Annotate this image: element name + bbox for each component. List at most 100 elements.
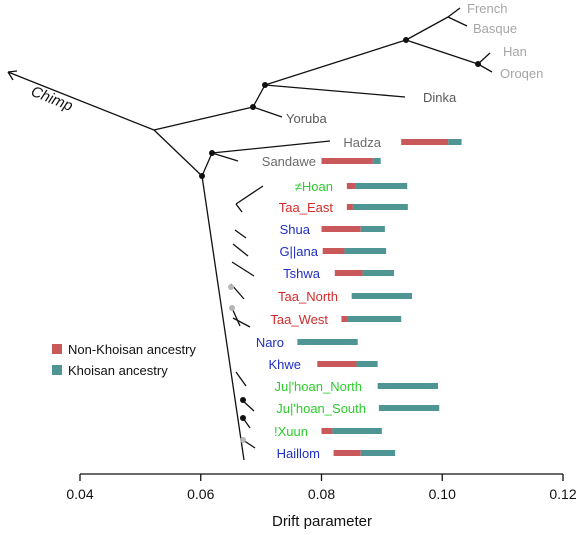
tree-branch-khoisan-h xyxy=(235,371,247,387)
population-label: Taa_West xyxy=(270,312,328,327)
bar-khoisan xyxy=(372,158,381,164)
tree-branch-eurasia-split xyxy=(405,16,449,41)
legend-label-khoisan: Khoisan ancestry xyxy=(68,363,168,378)
bar-khoisan xyxy=(377,383,439,389)
bar-non-khoisan xyxy=(401,139,449,145)
x-tick-label: 0.08 xyxy=(308,486,335,502)
tree-branch-yoruba-node xyxy=(252,84,266,108)
bar-non-khoisan xyxy=(334,270,363,276)
tree-branch-khoisan-a xyxy=(235,203,243,213)
population-label: Ju|'hoan_South xyxy=(276,401,366,416)
chimp-arrow-icon xyxy=(7,70,18,81)
tree-branch-dinka-leaf xyxy=(264,84,406,98)
bar-khoisan xyxy=(351,293,413,299)
bar-non-khoisan xyxy=(321,158,373,164)
tree-node xyxy=(403,37,409,43)
tree-node xyxy=(209,150,215,156)
tree-branch-hadza-node xyxy=(201,152,213,177)
bar-khoisan xyxy=(297,339,358,345)
population-rows: Hadza Sandawe ≠Hoan Taa_East Shua G||ana Tshwa… xyxy=(256,135,462,461)
tree-node xyxy=(240,397,246,403)
tree-branch-khoisan-g xyxy=(232,317,251,328)
bar-non-khoisan xyxy=(333,450,361,456)
tree-node-admixture xyxy=(240,437,246,443)
tree-branch-khoisan-c xyxy=(232,243,249,257)
bar-khoisan xyxy=(448,139,462,145)
bar-khoisan xyxy=(356,361,378,367)
label-oroqen: Oroqen xyxy=(500,66,543,81)
tree-branch-root-chimp xyxy=(7,71,155,131)
population-label: Khwe xyxy=(268,357,301,372)
label-yoruba: Yoruba xyxy=(286,111,327,126)
bar-non-khoisan xyxy=(322,248,345,254)
population-label: Hadza xyxy=(343,135,381,150)
x-axis: 0.04 0.06 0.08 0.10 0.12 xyxy=(66,473,577,502)
label-han: Han xyxy=(503,44,527,59)
population-label: Taa_East xyxy=(279,200,334,215)
tree-branch-root-yoruba xyxy=(153,106,254,131)
legend-label-non-khoisan: Non-Khoisan ancestry xyxy=(68,342,196,357)
tree-branch-east-asia xyxy=(405,39,479,65)
bar-non-khoisan xyxy=(341,316,348,322)
tree-node xyxy=(475,61,481,67)
bar-non-khoisan xyxy=(346,204,353,210)
bar-non-khoisan xyxy=(346,183,356,189)
x-tick-label: 0.04 xyxy=(66,486,93,502)
chimp-label: Chimp xyxy=(29,83,76,115)
tree-node xyxy=(250,104,256,110)
population-label: Naro xyxy=(256,335,284,350)
population-label: G||ana xyxy=(279,244,318,259)
population-label: !Xuun xyxy=(274,424,308,439)
tree-branch-french xyxy=(447,7,461,18)
bar-khoisan xyxy=(378,405,440,411)
label-dinka: Dinka xyxy=(423,90,457,105)
population-label: Taa_North xyxy=(278,289,338,304)
x-axis-label: Drift parameter xyxy=(272,513,372,530)
x-tick-label: 0.06 xyxy=(187,486,214,502)
population-label: ≠Hoan xyxy=(295,179,333,194)
bar-non-khoisan xyxy=(321,226,361,232)
tree-branch-sandawe-leaf xyxy=(211,152,239,162)
tree-branch-khoisan-d xyxy=(231,261,255,277)
tree-branch-khoisan-f xyxy=(231,307,241,327)
bar-khoisan xyxy=(347,316,402,322)
tree-branch-khoisan-b xyxy=(234,229,247,239)
population-label: Shua xyxy=(280,222,311,237)
bar-khoisan xyxy=(362,270,394,276)
legend-swatch-khoisan xyxy=(52,365,62,375)
population-label: Sandawe xyxy=(262,154,316,169)
tree-node xyxy=(240,415,246,421)
bar-khoisan xyxy=(352,204,408,210)
legend: Non-Khoisan ancestry Khoisan ancestry xyxy=(52,342,196,378)
legend-swatch-non-khoisan xyxy=(52,344,62,354)
bar-khoisan xyxy=(332,428,382,434)
tree-branch-root-africa xyxy=(153,129,203,177)
tree-branch-dinka-node xyxy=(264,39,407,86)
label-basque: Basque xyxy=(473,21,517,36)
tree-node xyxy=(262,82,268,88)
bar-non-khoisan xyxy=(317,361,357,367)
tree-node-admixture xyxy=(228,284,234,290)
tree-node xyxy=(199,173,205,179)
bar-khoisan xyxy=(344,248,387,254)
tree-branch-basque xyxy=(447,16,468,27)
bar-khoisan xyxy=(360,226,385,232)
label-french: French xyxy=(467,1,507,16)
population-label: Tshwa xyxy=(283,266,321,281)
tree-branch-hadza-leaf xyxy=(211,140,331,154)
bar-non-khoisan xyxy=(321,428,333,434)
tree-branch-yoruba-leaf xyxy=(252,106,283,118)
tree-node-admixture xyxy=(229,305,235,311)
bar-khoisan xyxy=(355,183,408,189)
x-tick-label: 0.12 xyxy=(549,486,576,502)
population-label: Haillom xyxy=(277,446,320,461)
population-tree xyxy=(7,7,493,461)
population-label: Ju|'hoan_North xyxy=(274,379,362,394)
x-tick-label: 0.10 xyxy=(429,486,456,502)
bar-khoisan xyxy=(360,450,396,456)
tree-branch-khoisan-hoan xyxy=(235,185,264,205)
tree-branch-khoisan-stem xyxy=(201,175,245,461)
other-population-labels: French Basque Han Oroqen Dinka Yoruba xyxy=(286,1,543,126)
